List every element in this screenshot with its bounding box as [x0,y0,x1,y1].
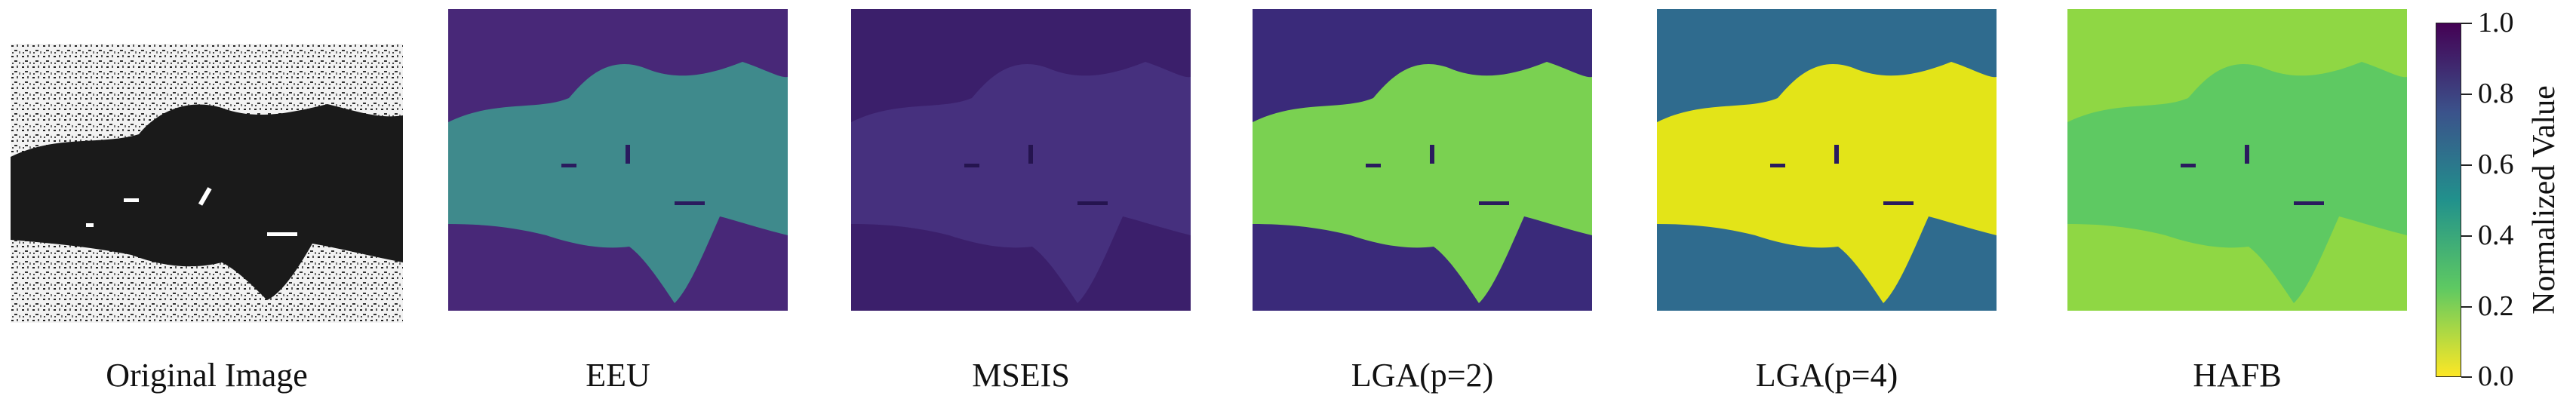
eeu-panel [448,9,788,311]
colorbar-tick-label: 0.4 [2478,219,2514,251]
lga-p4-map [1657,9,1997,311]
colorbar-tick [2461,164,2472,166]
colorbar [2436,23,2461,377]
original-image-panel [11,44,403,323]
colorbar-tick-label: 0.0 [2478,360,2514,392]
panel-label-lga-p2: LGA(p=2) [1351,357,1494,394]
panel-label-hafb: HAFB [2193,357,2282,394]
lga-p4-panel [1657,9,1997,311]
panel-label-eeu: EEU [586,357,650,394]
colorbar-tick-label: 0.6 [2478,149,2514,180]
colorbar-tick [2461,23,2472,24]
eeu-map [448,9,788,311]
colorbar-tick-label: 0.8 [2478,78,2514,109]
hafb-panel [2067,9,2407,311]
colorbar-tick-label: 0.2 [2478,290,2514,322]
colorbar-label: Normalized Value [2527,85,2562,314]
panel-label-lga-p4: LGA(p=4) [1755,357,1898,394]
hafb-map [2067,9,2407,311]
panel-label-original: Original Image [106,357,308,394]
colorbar-tick-label: 1.0 [2478,7,2514,38]
panel-label-mseis: MSEIS [972,357,1070,394]
colorbar-tick [2461,94,2472,95]
colorbar-tick [2461,376,2472,378]
colorbar-tick [2461,306,2472,308]
lga-p2-panel [1253,9,1592,311]
mseis-map [851,9,1191,311]
colorbar-tick [2461,235,2472,237]
lga-p2-map [1253,9,1592,311]
mseis-panel [851,9,1191,311]
original-image [11,44,403,323]
